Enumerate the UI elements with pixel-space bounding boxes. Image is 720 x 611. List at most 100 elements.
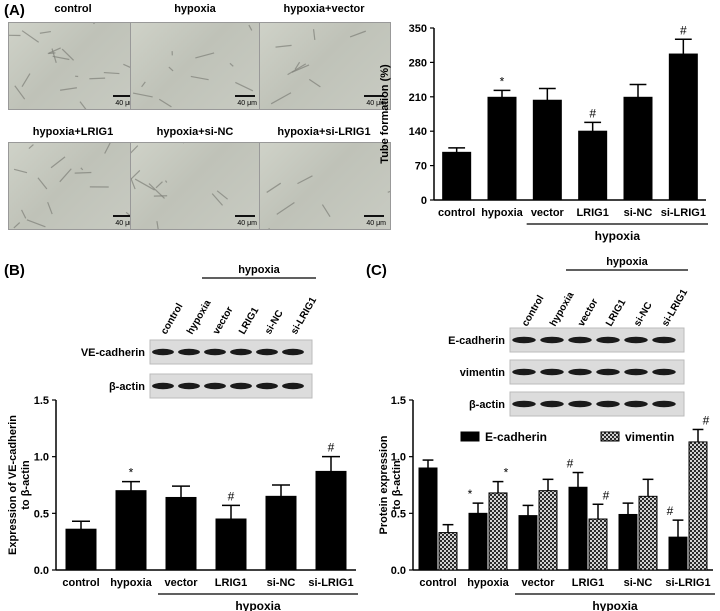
tube-segment	[235, 81, 254, 92]
blot-band	[624, 336, 648, 344]
tube-segment	[74, 171, 92, 174]
y-tick-label: 1.5	[34, 395, 49, 407]
tube-segment	[275, 44, 292, 48]
bar	[487, 96, 517, 201]
blot-band	[282, 348, 304, 356]
scale-bar	[364, 95, 384, 97]
tube-segment	[266, 182, 282, 193]
tube-segment	[164, 180, 168, 183]
blot-group-label: hypoxia	[238, 264, 280, 276]
micrograph-title: control	[54, 3, 92, 15]
tube-segment	[89, 77, 106, 80]
tube-segment	[211, 193, 224, 206]
blot-band	[204, 382, 226, 390]
lane-label: vector	[211, 305, 236, 337]
x-tick-label: hypoxia	[110, 577, 152, 589]
tube-segment	[387, 190, 390, 193]
micrograph-title: hypoxia+si-NC	[156, 126, 234, 138]
band-label: vimentin	[460, 367, 506, 379]
tube-segment	[59, 168, 72, 183]
tube-segment	[37, 177, 48, 190]
blot-band	[540, 400, 564, 408]
y-axis-label: Protein expression	[378, 435, 390, 534]
tube-segment	[287, 63, 307, 76]
tube-segment	[21, 30, 40, 43]
blot-band	[596, 400, 620, 408]
tube-segment	[104, 143, 111, 154]
bar	[115, 490, 147, 571]
x-tick-label: si-LRIG1	[661, 207, 706, 219]
tube-segment	[190, 75, 209, 81]
bar	[638, 495, 658, 571]
tube-segment	[13, 168, 28, 174]
y-tick-label: 70	[415, 161, 427, 173]
band-label: β-actin	[109, 381, 145, 393]
tube-segment	[294, 61, 301, 70]
chart-b: 0.0 0.5 1.0 1.5 Expression of VE-cadherin to …	[7, 395, 358, 611]
micrograph-image: 40 μm	[8, 142, 140, 230]
significance-mark: *	[129, 466, 134, 480]
bar	[538, 490, 558, 571]
tube-segment	[132, 92, 153, 98]
lane-label: si-NC	[632, 300, 655, 328]
scale-label: 40 μm	[237, 220, 257, 227]
y-tick-label: 0.5	[34, 508, 49, 520]
micrograph-image: 40 μm	[130, 22, 262, 110]
tube-segment	[195, 52, 215, 59]
blot-band	[178, 348, 200, 356]
tube-segment	[156, 221, 159, 229]
lane-label: hypoxia	[185, 298, 214, 337]
blot-band	[152, 382, 174, 390]
scale-label: 40 μm	[115, 100, 135, 107]
y-tick-label: 140	[409, 126, 427, 138]
bar	[688, 441, 708, 571]
bar	[265, 495, 297, 571]
tube-segment	[28, 144, 34, 150]
x-tick-label: si-LRIG1	[665, 577, 710, 589]
micrograph-title: hypoxia+si-LRIG1	[277, 126, 371, 138]
legend-swatch-e-cadherin	[460, 431, 480, 442]
bar	[588, 518, 608, 571]
bar	[438, 532, 458, 571]
y-tick-label: 0	[421, 195, 427, 207]
blot-band	[652, 336, 676, 344]
lane-label: control	[520, 293, 547, 328]
lane-label: LRIG1	[604, 297, 628, 328]
micrograph-texture	[131, 143, 228, 229]
bar	[418, 467, 438, 571]
bar	[518, 515, 538, 571]
blot-band	[512, 336, 536, 344]
scale-label: 40 μm	[366, 100, 386, 107]
blot-band	[204, 348, 226, 356]
significance-mark: *	[504, 466, 509, 480]
y-axis-label: to β-actin	[391, 460, 403, 510]
blot-band	[512, 368, 536, 376]
y-tick-label: 350	[409, 23, 427, 35]
y-tick-label: 1.0	[391, 452, 406, 464]
scale-label: 40 μm	[237, 100, 257, 107]
blot-band	[230, 348, 252, 356]
significance-mark: #	[567, 457, 574, 471]
tube-segment	[158, 98, 172, 108]
micrograph-title: hypoxia	[174, 3, 216, 15]
x-tick-label: control	[438, 207, 475, 219]
x-tick-label: vector	[521, 577, 555, 589]
significance-mark: #	[680, 23, 687, 37]
y-tick-label: 0.5	[391, 508, 406, 520]
scale-label: 40 μm	[115, 220, 135, 227]
significance-mark: #	[228, 489, 235, 503]
scale-bar	[235, 95, 255, 97]
significance-mark: #	[667, 504, 674, 518]
lane-label: si-LRIG1	[660, 287, 690, 328]
tube-segment	[14, 85, 26, 100]
tube-segment	[131, 169, 141, 180]
tube-segment	[148, 183, 165, 199]
scale-label: 40 μm	[366, 220, 386, 227]
bar	[578, 130, 608, 201]
bar	[442, 151, 472, 201]
tube-segment	[47, 52, 56, 55]
y-tick-label: 0.0	[391, 565, 406, 577]
scale-bar	[235, 215, 255, 217]
tube-segment	[13, 222, 21, 229]
y-axis-label: to β-actin	[20, 460, 32, 510]
